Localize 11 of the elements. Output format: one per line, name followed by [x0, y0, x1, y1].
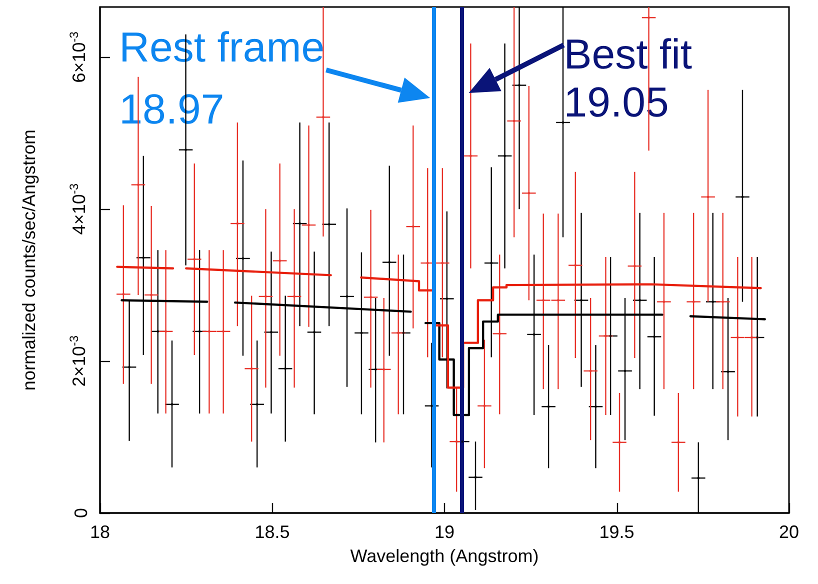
x-tick-label: 19 — [434, 522, 455, 542]
y-tick-label: 4×10-3 — [67, 183, 89, 235]
x-tick-label: 18.5 — [254, 522, 290, 542]
y-tick-label: 2×10-3 — [67, 335, 89, 387]
x-tick-label: 19.5 — [599, 522, 634, 542]
x-tick-label: 18 — [90, 522, 110, 542]
x-tick-label: 20 — [778, 522, 800, 542]
x-axis-title: Wavelength (Angstrom) — [350, 546, 539, 566]
y-axis-title: normalized counts/sec/Angstrom — [19, 129, 39, 391]
y-tick-label: 6×10-3 — [67, 31, 89, 83]
y-tick-label: 0 — [71, 508, 91, 518]
